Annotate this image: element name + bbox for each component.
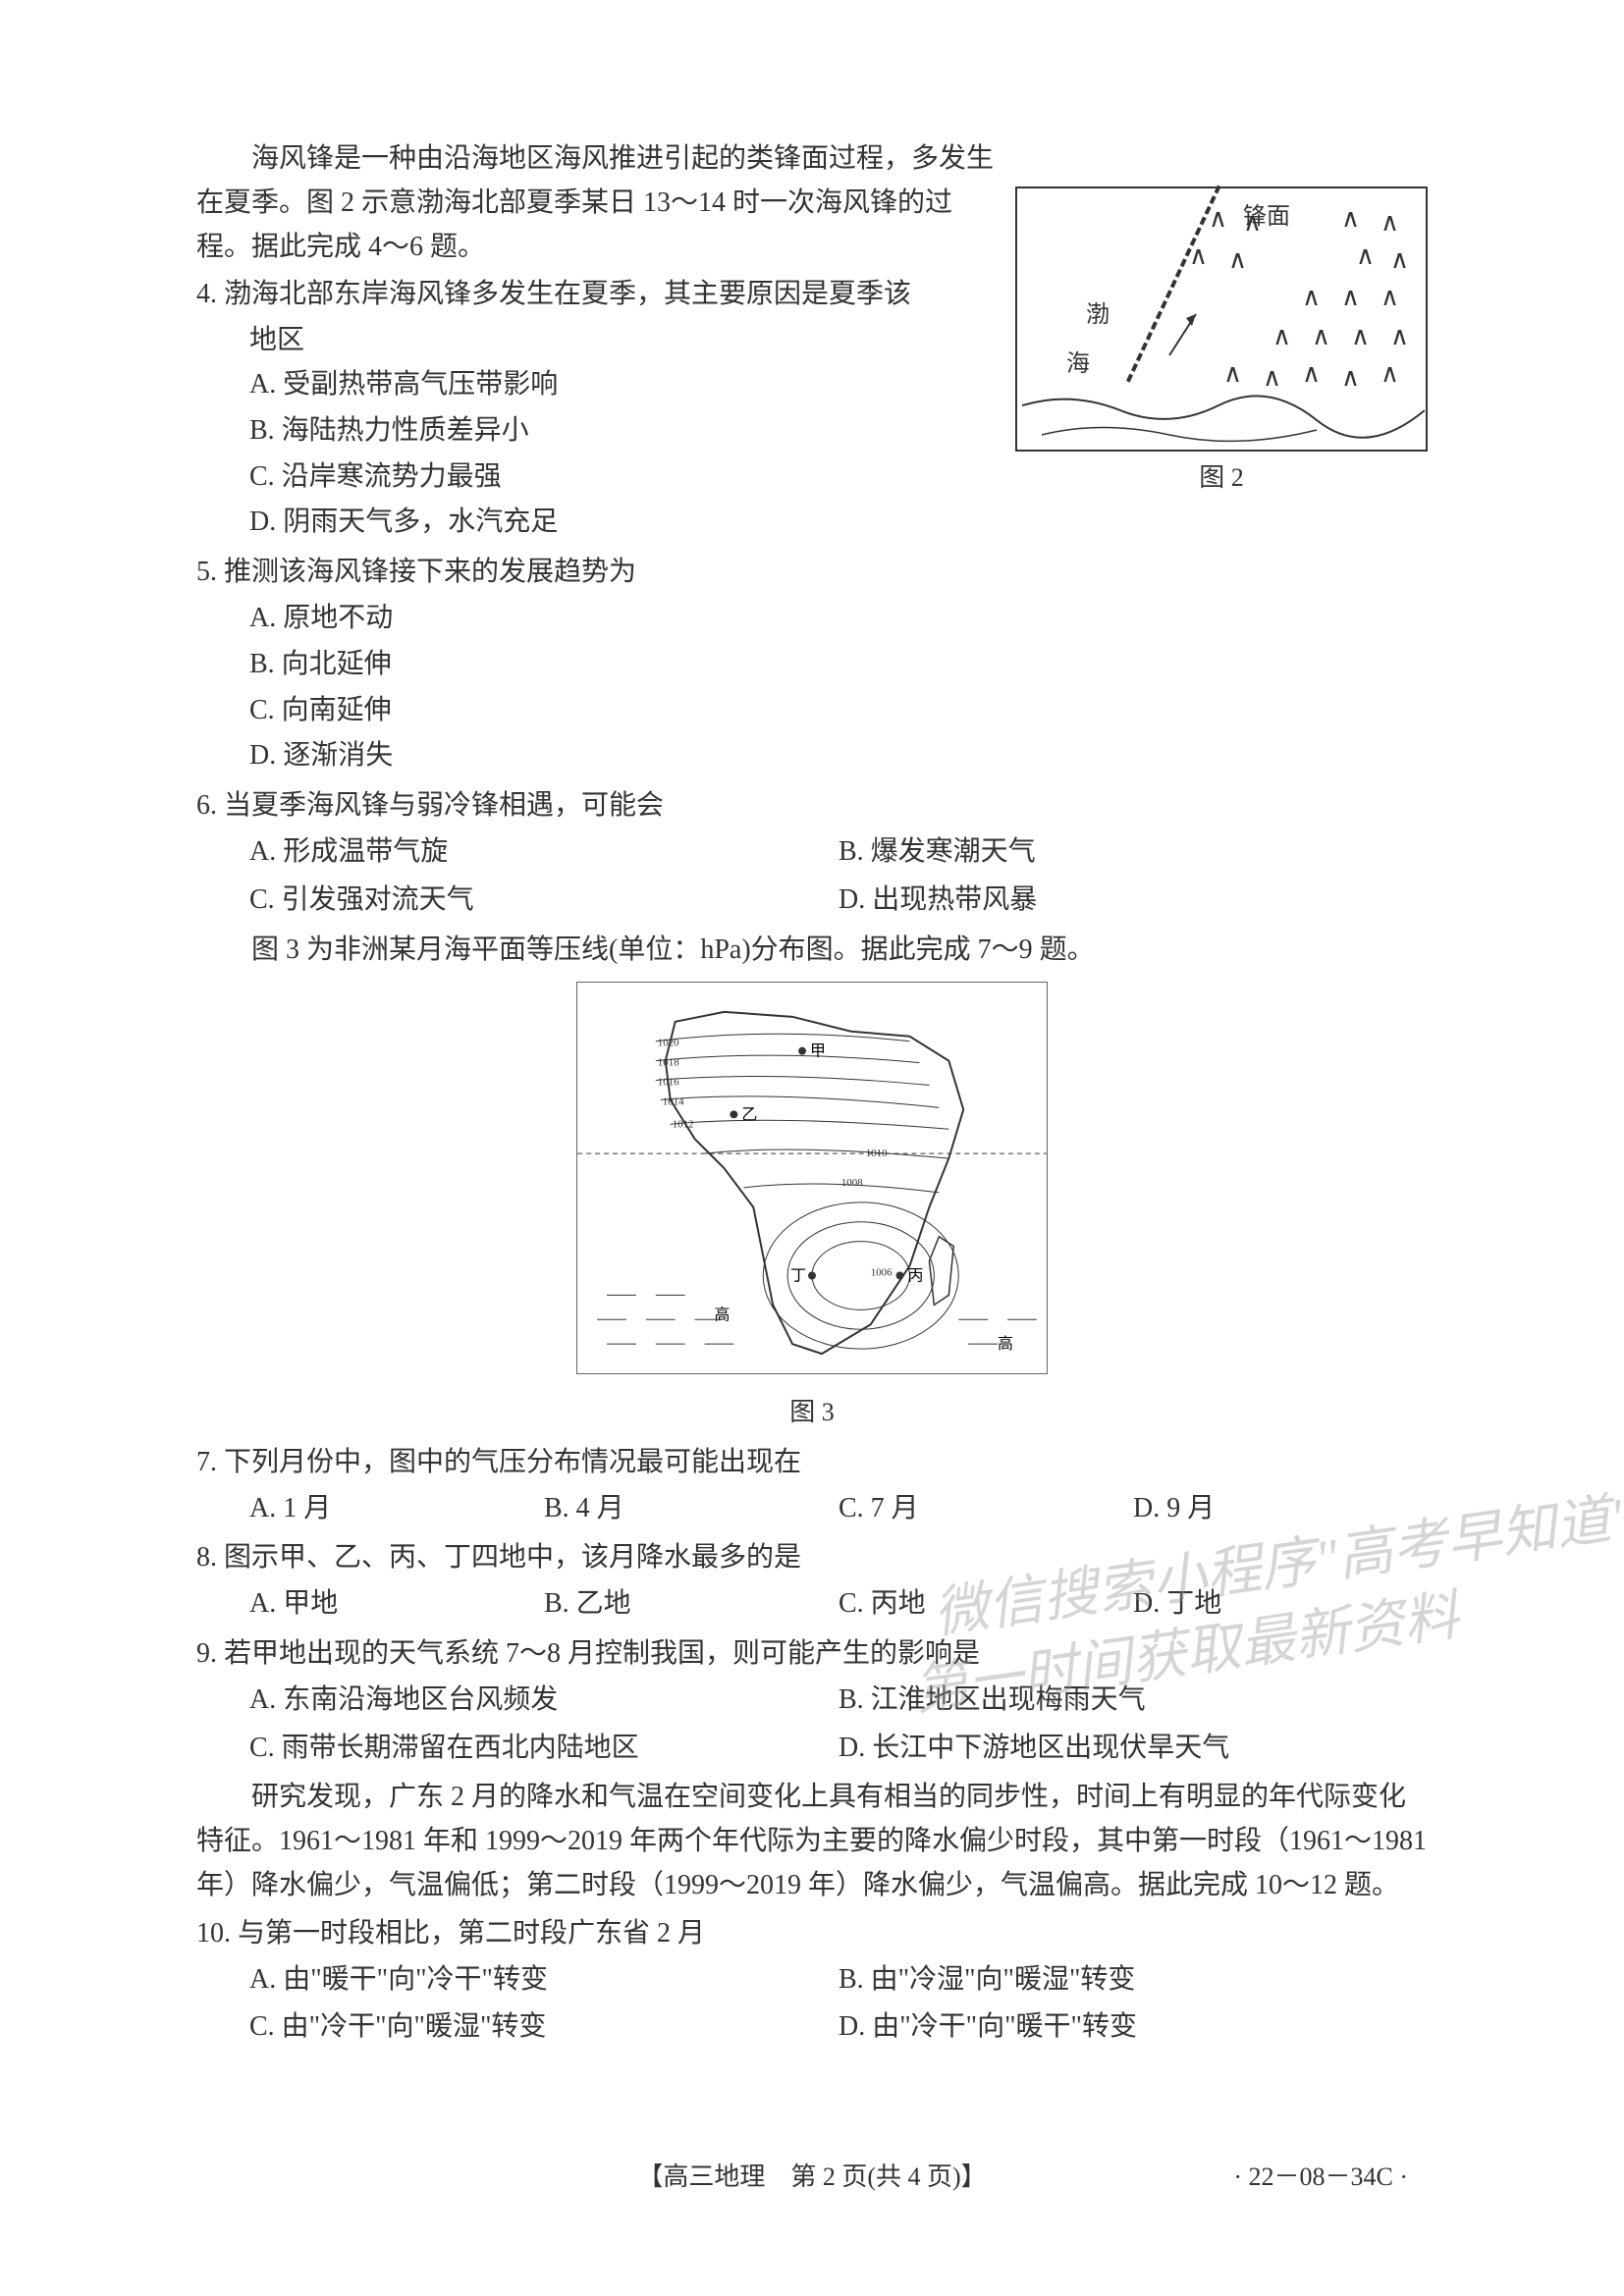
figure-3-caption: 图 3	[196, 1392, 1428, 1433]
q5-stem: 5. 推测该海风锋接下来的发展趋势为	[196, 551, 1001, 595]
sea-label-1: 渤	[1086, 296, 1110, 334]
figure-3-map: 1020 1018 1016 1014 1012 1010 1008 1006 …	[576, 982, 1048, 1374]
q9-option-d[interactable]: D. 长江中下游地区出现伏旱天气	[839, 1727, 1428, 1771]
q7-option-b[interactable]: B. 4 月	[544, 1487, 839, 1531]
q4-option-a[interactable]: A. 受副热带高气压带影响	[249, 363, 1001, 407]
front-arrow	[1145, 238, 1204, 414]
figure-3: 1020 1018 1016 1014 1012 1010 1008 1006 …	[196, 982, 1428, 1432]
figure-2: ∧ ∧ ∧ ∧ ∧ ∧ ∧ ∧ ∧ ∧ ∧ ∧ ∧ ∧ ∧ ∧ ∧ ∧ ∧ ∧ …	[1015, 187, 1428, 499]
question-4: 4. 渤海北部东岸海风锋多发生在夏季，其主要原因是夏季该 地区 A. 受副热带高…	[196, 273, 1001, 545]
question-8: 8. 图示甲、乙、丙、丁四地中，该月降水最多的是 A. 甲地 B. 乙地 C. …	[196, 1536, 1428, 1627]
sea-label-2: 海	[1066, 346, 1090, 383]
svg-text:1014: 1014	[663, 1096, 684, 1108]
page-code: · 22－08－34C ·	[1233, 2157, 1408, 2198]
q8-option-c[interactable]: C. 丙地	[839, 1582, 1133, 1627]
q5-option-a[interactable]: A. 原地不动	[249, 597, 1001, 641]
q8-option-d[interactable]: D. 丁地	[1133, 1582, 1428, 1627]
q9-option-a[interactable]: A. 东南沿海地区台风频发	[249, 1679, 839, 1723]
intro-3: 研究发现，广东 2 月的降水和气温在空间变化上具有相当的同步性，时间上有明显的年…	[196, 1776, 1428, 1907]
q10-stem: 10. 与第一时段相比，第二时段广东省 2 月	[196, 1912, 1428, 1956]
svg-text:甲: 甲	[810, 1043, 826, 1060]
intro-2: 图 3 为非洲某月海平面等压线(单位：hPa)分布图。据此完成 7～9 题。	[196, 929, 1428, 973]
q4-option-d[interactable]: D. 阴雨天气多，水汽充足	[249, 501, 1001, 545]
q6-option-c[interactable]: C. 引发强对流天气	[249, 879, 839, 923]
q9-option-b[interactable]: B. 江淮地区出现梅雨天气	[839, 1679, 1428, 1723]
q7-option-c[interactable]: C. 7 月	[839, 1487, 1133, 1531]
q7-stem: 7. 下列月份中，图中的气压分布情况最可能出现在	[196, 1441, 1428, 1485]
q6-option-d[interactable]: D. 出现热带风暴	[839, 879, 1428, 923]
q4-option-b[interactable]: B. 海陆热力性质差异小	[249, 409, 1001, 454]
question-9: 9. 若甲地出现的天气系统 7～8 月控制我国，则可能产生的影响是 A. 东南沿…	[196, 1632, 1428, 1770]
svg-text:丙: 丙	[908, 1268, 924, 1285]
q8-stem: 8. 图示甲、乙、丙、丁四地中，该月降水最多的是	[196, 1536, 1428, 1580]
svg-text:乙: 乙	[741, 1107, 757, 1124]
q6-option-a[interactable]: A. 形成温带气旋	[249, 830, 839, 875]
svg-text:高: 高	[998, 1335, 1013, 1353]
q5-option-d[interactable]: D. 逐渐消失	[249, 734, 1001, 778]
svg-text:1008: 1008	[841, 1177, 863, 1189]
q9-stem: 9. 若甲地出现的天气系统 7～8 月控制我国，则可能产生的影响是	[196, 1632, 1428, 1677]
svg-text:1020: 1020	[658, 1038, 679, 1049]
svg-text:1018: 1018	[658, 1057, 679, 1069]
figure-2-map: ∧ ∧ ∧ ∧ ∧ ∧ ∧ ∧ ∧ ∧ ∧ ∧ ∧ ∧ ∧ ∧ ∧ ∧ ∧ ∧ …	[1015, 187, 1428, 452]
q5-option-c[interactable]: C. 向南延伸	[249, 689, 1001, 733]
svg-text:高: 高	[715, 1307, 731, 1324]
q8-option-a[interactable]: A. 甲地	[249, 1582, 544, 1627]
svg-text:1016: 1016	[658, 1077, 679, 1089]
front-label: 锋面	[1243, 198, 1290, 236]
q7-option-d[interactable]: D. 9 月	[1133, 1487, 1428, 1531]
intro-1: 海风锋是一种由沿海地区海风推进引起的类锋面过程，多发生在夏季。图 2 示意渤海北…	[196, 137, 1001, 269]
question-6: 6. 当夏季海风锋与弱冷锋相遇，可能会 A. 形成温带气旋 B. 爆发寒潮天气 …	[196, 784, 1428, 922]
q6-option-b[interactable]: B. 爆发寒潮天气	[839, 830, 1428, 875]
q4-stem-2: 地区	[249, 319, 1001, 363]
africa-svg: 1020 1018 1016 1014 1012 1010 1008 1006 …	[577, 983, 1047, 1373]
q10-option-d[interactable]: D. 由"冷干"向"暖干"转变	[839, 2005, 1428, 2050]
q4-stem: 4. 渤海北部东岸海风锋多发生在夏季，其主要原因是夏季该	[196, 273, 1001, 317]
svg-text:1006: 1006	[871, 1267, 893, 1279]
q4-option-c[interactable]: C. 沿岸寒流势力最强	[249, 455, 1001, 500]
svg-text:1012: 1012	[673, 1119, 694, 1131]
q7-option-a[interactable]: A. 1 月	[249, 1487, 544, 1531]
question-10: 10. 与第一时段相比，第二时段广东省 2 月 A. 由"暖干"向"冷干"转变 …	[196, 1912, 1428, 2050]
svg-text:丁: 丁	[790, 1268, 806, 1285]
question-7: 7. 下列月份中，图中的气压分布情况最可能出现在 A. 1 月 B. 4 月 C…	[196, 1441, 1428, 1531]
figure-2-caption: 图 2	[1015, 457, 1428, 499]
question-5: 5. 推测该海风锋接下来的发展趋势为 A. 原地不动 B. 向北延伸 C. 向南…	[196, 551, 1001, 778]
q6-stem: 6. 当夏季海风锋与弱冷锋相遇，可能会	[196, 784, 1428, 828]
q10-option-b[interactable]: B. 由"冷湿"向"暖湿"转变	[839, 1958, 1428, 2002]
coastline	[1022, 386, 1425, 445]
q9-option-c[interactable]: C. 雨带长期滞留在西北内陆地区	[249, 1727, 839, 1771]
q5-option-b[interactable]: B. 向北延伸	[249, 643, 1001, 687]
q10-option-a[interactable]: A. 由"暖干"向"冷干"转变	[249, 1958, 839, 2002]
q8-option-b[interactable]: B. 乙地	[544, 1582, 839, 1627]
q10-option-c[interactable]: C. 由"冷干"向"暖湿"转变	[249, 2005, 839, 2050]
